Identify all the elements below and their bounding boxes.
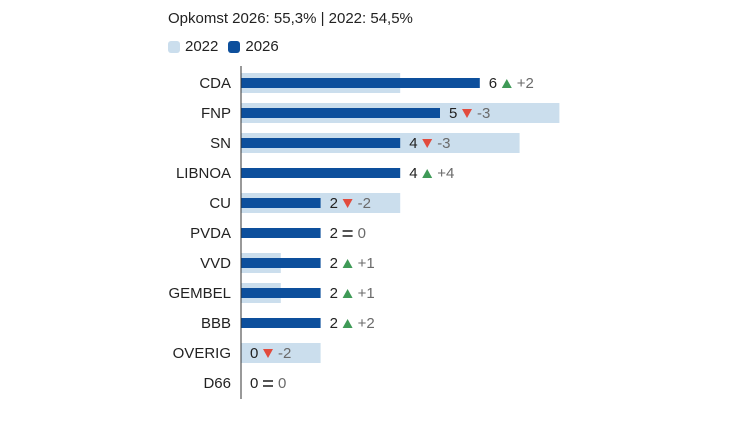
equal-icon-lower (263, 385, 273, 387)
up-arrow-icon (342, 319, 353, 328)
legend-swatch-2026 (228, 40, 241, 53)
bar-row-d66: D66 0 0 (203, 375, 286, 392)
bar-row-bbb: BBB 2 +2 (201, 315, 375, 332)
legend-item-2026: 2026 (228, 38, 279, 55)
equal-icon-lower (342, 235, 353, 237)
bar-2026-fnp (241, 108, 440, 118)
category-label-bbb: BBB (201, 315, 231, 332)
category-label-libnoa: LIBNOA (176, 165, 231, 182)
bar-2026-cu (241, 198, 321, 208)
legend: 2022 2026 (168, 38, 289, 55)
value-label-cda: 6 (489, 75, 497, 92)
equal-icon (263, 380, 273, 382)
change-label-gembel: +1 (358, 285, 375, 302)
down-arrow-icon (342, 199, 353, 208)
legend-label-2022: 2022 (185, 38, 219, 55)
category-label-fnp: FNP (201, 105, 231, 122)
bar-2022-overig (241, 343, 321, 363)
down-arrow-icon (462, 109, 472, 118)
bar-row-pvda: PVDA 2 0 (190, 225, 366, 242)
category-label-d66: D66 (203, 375, 231, 392)
change-label-cu: -2 (358, 195, 371, 212)
category-label-cu: CU (209, 195, 231, 212)
value-label-gembel: 2 (330, 285, 338, 302)
value-label-d66: 0 (250, 375, 258, 392)
legend-swatch-2022 (168, 40, 180, 53)
bar-2026-sn (241, 138, 401, 148)
change-label-vvd: +1 (358, 255, 375, 272)
bar-row-gembel: GEMBEL 2 +1 (168, 283, 375, 303)
down-arrow-icon (263, 349, 273, 358)
bar-row-sn: SN 4 -3 (210, 133, 520, 153)
change-label-pvda: 0 (358, 225, 366, 242)
down-arrow-icon (422, 139, 433, 148)
legend-label-2026: 2026 (245, 38, 279, 55)
category-label-cda: CDA (199, 75, 231, 92)
bar-row-fnp: FNP 5 -3 (201, 103, 560, 123)
bar-2026-pvda (241, 228, 321, 238)
value-label-libnoa: 4 (409, 165, 417, 182)
category-label-vvd: VVD (200, 255, 231, 272)
bar-2026-gembel (241, 288, 321, 298)
category-label-gembel: GEMBEL (168, 285, 231, 302)
value-label-overig: 0 (250, 345, 258, 362)
bar-2026-bbb (241, 318, 321, 328)
value-label-fnp: 5 (449, 105, 457, 122)
value-label-sn: 4 (409, 135, 417, 152)
bar-2026-vvd (241, 258, 321, 268)
change-label-overig: -2 (278, 345, 291, 362)
bar-row-cu: CU 2 -2 (209, 193, 401, 213)
turnout-text: Opkomst 2026: 55,3% | 2022: 54,5% (168, 10, 413, 27)
bar-2026-cda (241, 78, 480, 88)
value-label-cu: 2 (330, 195, 338, 212)
value-label-vvd: 2 (330, 255, 338, 272)
change-label-libnoa: +4 (437, 165, 454, 182)
equal-icon (342, 230, 353, 232)
up-arrow-icon (342, 289, 353, 298)
up-arrow-icon (342, 259, 353, 268)
change-label-d66: 0 (278, 375, 286, 392)
change-label-sn: -3 (437, 135, 450, 152)
change-label-bbb: +2 (358, 315, 375, 332)
bar-row-vvd: VVD 2 +1 (200, 253, 375, 273)
up-arrow-icon (422, 169, 433, 178)
value-label-bbb: 2 (330, 315, 338, 332)
legend-item-2022: 2022 (168, 38, 218, 55)
bar-2026-libnoa (241, 168, 401, 178)
change-label-cda: +2 (517, 75, 534, 92)
category-label-overig: OVERIG (173, 345, 231, 362)
value-label-pvda: 2 (330, 225, 338, 242)
bar-row-cda: CDA 6 +2 (199, 73, 534, 93)
category-label-pvda: PVDA (190, 225, 231, 242)
bar-row-overig: OVERIG 0 -2 (173, 343, 321, 363)
up-arrow-icon (501, 79, 512, 88)
bar-row-libnoa: LIBNOA 4 +4 (176, 165, 454, 182)
category-label-sn: SN (210, 135, 231, 152)
change-label-fnp: -3 (477, 105, 490, 122)
